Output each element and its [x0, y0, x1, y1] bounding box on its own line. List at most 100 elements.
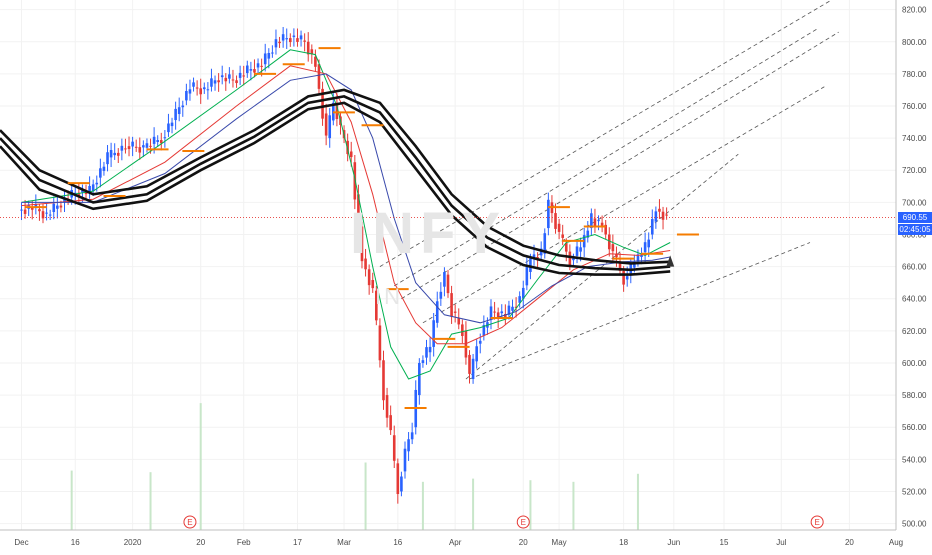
candle-body	[536, 256, 539, 258]
candle-body	[210, 78, 213, 87]
candle-body	[654, 211, 658, 222]
candle-body	[142, 145, 145, 148]
candle-body	[30, 207, 34, 210]
candle-body	[149, 145, 152, 147]
candle-body	[500, 311, 504, 314]
candle-body	[382, 360, 385, 401]
candle-body	[163, 137, 167, 139]
candle-body	[392, 435, 396, 461]
symbol-watermark: INFY	[350, 201, 507, 266]
signal-triangle	[666, 255, 675, 267]
candle-body	[360, 226, 364, 262]
candle-body	[378, 325, 382, 361]
candle-body	[357, 194, 360, 224]
y-tick-label: 540.00	[902, 455, 927, 464]
last-price-label: 690.55	[898, 211, 932, 223]
candle-body	[159, 140, 163, 144]
candle-body	[572, 258, 575, 261]
candle-body	[618, 262, 622, 271]
candle-body	[607, 234, 611, 250]
candle-body	[242, 75, 246, 77]
candle-body	[514, 306, 518, 308]
candle-body	[328, 115, 332, 139]
candle-body	[643, 242, 647, 253]
bar-countdown-label: 02:45:05	[898, 223, 932, 235]
candle-body	[421, 360, 425, 363]
candle-body	[396, 463, 400, 495]
candle-body	[109, 150, 113, 158]
x-tick-label: 2020	[124, 538, 142, 547]
long-average-line	[0, 88, 671, 265]
candle-body	[45, 212, 48, 214]
candle-body	[59, 205, 63, 208]
y-tick-label: 720.00	[902, 166, 927, 175]
x-tick-label: Mar	[337, 538, 351, 547]
candle-body	[525, 266, 529, 286]
candle-body	[134, 146, 138, 148]
candle-body	[228, 74, 231, 79]
candle-body	[138, 147, 142, 153]
candle-body	[84, 191, 88, 195]
candle-body	[113, 152, 116, 156]
candle-body	[202, 87, 206, 90]
candle-body	[428, 346, 432, 353]
candle-body	[20, 209, 23, 211]
candle-body	[539, 248, 543, 256]
candle-body	[633, 261, 636, 268]
candle-body	[299, 35, 303, 40]
candle-body	[375, 290, 378, 321]
x-tick-label: May	[552, 538, 567, 547]
candle-body	[131, 141, 134, 147]
y-tick-label: 560.00	[902, 423, 927, 432]
long-average-line	[0, 101, 671, 276]
candle-body	[245, 65, 249, 74]
candle-body	[586, 230, 590, 238]
candle-body	[561, 234, 564, 238]
candle-body	[34, 204, 38, 208]
candle-body	[418, 362, 421, 396]
candle-body	[496, 312, 500, 319]
earnings-label: E	[814, 518, 819, 527]
exchange-watermark: IN	[375, 284, 403, 309]
y-tick-label: 800.00	[902, 38, 927, 47]
candle-body	[658, 208, 661, 212]
candle-body	[231, 79, 235, 81]
candle-body	[263, 53, 267, 65]
candle-body	[56, 205, 59, 209]
channel-line	[379, 0, 832, 267]
candle-body	[91, 184, 95, 192]
candle-body	[206, 89, 210, 91]
candle-body	[615, 253, 618, 258]
candle-body	[23, 209, 27, 214]
candle-body	[593, 218, 597, 226]
candle-body	[532, 254, 536, 259]
candle-body	[568, 251, 572, 266]
x-tick-label: 16	[71, 538, 80, 547]
candle-body	[278, 41, 281, 44]
candle-body	[296, 38, 299, 42]
candle-body	[321, 88, 324, 119]
candle-body	[224, 77, 228, 82]
x-tick-label: 16	[393, 538, 402, 547]
candle-body	[400, 476, 403, 492]
candle-body	[367, 269, 371, 286]
y-tick-label: 520.00	[902, 487, 927, 496]
x-tick-label: 20	[196, 538, 205, 547]
candle-body	[518, 296, 521, 303]
candle-body	[629, 262, 633, 274]
y-tick-label: 740.00	[902, 134, 927, 143]
earnings-circle	[516, 515, 530, 529]
candle-body	[507, 305, 511, 315]
candle-body	[127, 146, 131, 150]
candle-body	[106, 152, 109, 165]
candle-body	[167, 123, 170, 133]
candle-body	[48, 214, 52, 216]
x-tick-label: Dec	[14, 538, 28, 547]
x-tick-label: Apr	[449, 538, 462, 547]
long-average-line	[0, 95, 671, 272]
candle-body	[349, 151, 353, 158]
earnings-circle	[183, 515, 197, 529]
candle-body	[478, 340, 482, 344]
